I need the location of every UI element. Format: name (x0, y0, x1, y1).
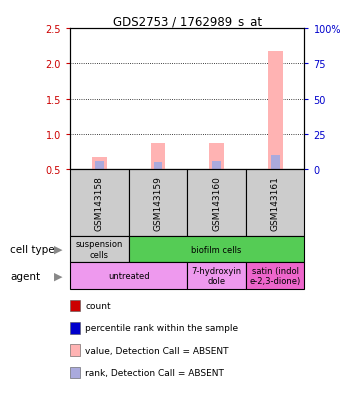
Text: ▶: ▶ (54, 244, 62, 254)
Bar (187, 170, 246, 236)
Text: GSM143158: GSM143158 (95, 176, 104, 230)
Text: satin (indol
e-2,3-dione): satin (indol e-2,3-dione) (250, 266, 301, 285)
Text: GSM143161: GSM143161 (271, 176, 280, 230)
Bar (209, 143, 224, 170)
Text: count: count (85, 301, 111, 310)
Bar (212, 161, 221, 170)
Bar (92, 157, 107, 170)
Bar (70, 263, 187, 289)
Text: GSM143160: GSM143160 (212, 176, 221, 230)
Bar (246, 263, 304, 289)
Text: untreated: untreated (108, 271, 149, 280)
Bar (129, 236, 304, 263)
Bar (246, 170, 304, 236)
Text: biofilm cells: biofilm cells (191, 245, 242, 254)
Bar (70, 236, 129, 263)
Bar (154, 163, 162, 170)
Text: agent: agent (10, 271, 41, 281)
Text: percentile rank within the sample: percentile rank within the sample (85, 323, 238, 332)
Text: value, Detection Call = ABSENT: value, Detection Call = ABSENT (85, 346, 229, 355)
Bar (70, 170, 129, 236)
Text: rank, Detection Call = ABSENT: rank, Detection Call = ABSENT (85, 368, 224, 377)
Bar (187, 263, 246, 289)
Text: ▶: ▶ (54, 271, 62, 281)
Bar (150, 143, 165, 170)
Text: GSM143159: GSM143159 (153, 176, 162, 230)
Bar (129, 170, 187, 236)
Text: cell type: cell type (10, 244, 55, 254)
Title: GDS2753 / 1762989_s_at: GDS2753 / 1762989_s_at (113, 15, 262, 28)
Text: 7-hydroxyin
dole: 7-hydroxyin dole (191, 266, 242, 285)
Text: suspension
cells: suspension cells (76, 240, 123, 259)
Bar (95, 161, 104, 170)
Bar (268, 52, 282, 170)
Bar (271, 156, 280, 170)
